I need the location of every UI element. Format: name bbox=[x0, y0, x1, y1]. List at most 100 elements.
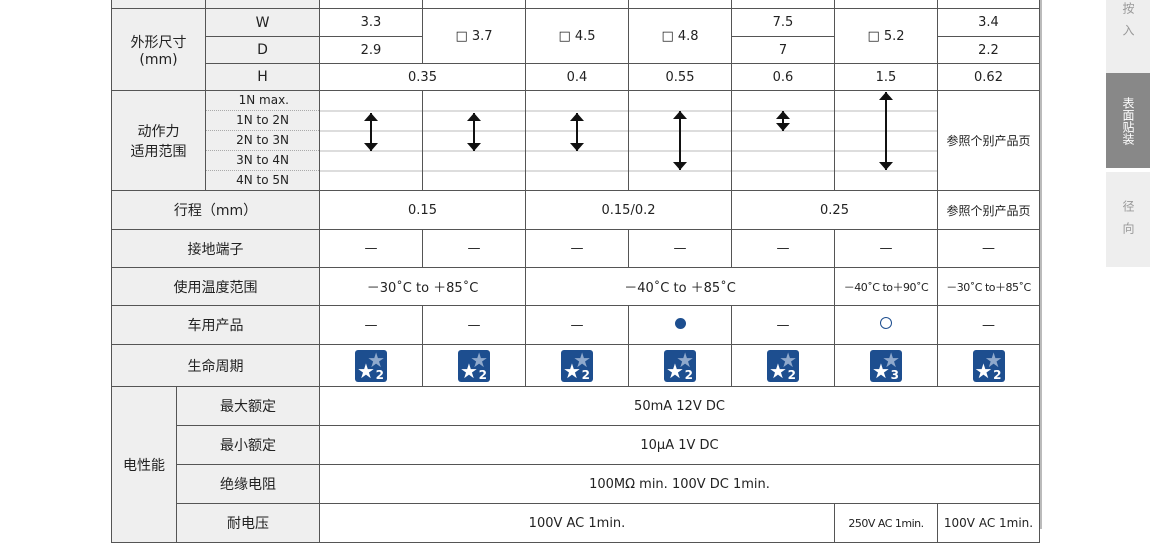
cell: 50mA 12V DC bbox=[319, 386, 1040, 426]
cell: －30˚C to ＋85˚C bbox=[319, 267, 526, 306]
force-level: 1N max. bbox=[206, 92, 319, 111]
cell: — bbox=[422, 229, 526, 268]
force-cell bbox=[525, 90, 629, 191]
table-row: 行程（mm） 0.15 0.15/0.2 0.25 参照个别产品页 bbox=[111, 190, 1040, 230]
cell: －30˚C to＋85˚C bbox=[937, 267, 1040, 306]
cell: 0.55 bbox=[628, 63, 732, 91]
range-arrow-icon bbox=[570, 113, 584, 151]
table-row: 接地端子 — — — — — — — bbox=[111, 229, 1040, 268]
cell: ★ ★ 2 bbox=[319, 344, 423, 387]
size-label: 外形尺寸 (mm) bbox=[111, 8, 206, 91]
filled-circle-icon bbox=[674, 317, 686, 329]
cell: 1.5 bbox=[834, 63, 938, 91]
open-circle-icon bbox=[880, 317, 892, 329]
cell: — bbox=[319, 305, 423, 345]
cell: — bbox=[319, 229, 423, 268]
cell: — bbox=[525, 229, 629, 268]
tab-radial[interactable]: 径向 bbox=[1106, 172, 1150, 267]
lifecycle-star-icon: ★ ★ 2 bbox=[561, 347, 593, 383]
cell: ★ ★ 2 bbox=[937, 344, 1040, 387]
force-level: 1N to 2N bbox=[206, 111, 319, 131]
force-cell bbox=[834, 90, 938, 191]
cell: ★ ★ 2 bbox=[525, 344, 629, 387]
cell bbox=[834, 305, 938, 345]
cell: 参照个别产品页 bbox=[937, 90, 1040, 191]
cell: 250V AC 1min. bbox=[834, 503, 938, 543]
cell: ★ ★ 2 bbox=[422, 344, 526, 387]
force-level: 4N to 5N bbox=[236, 173, 289, 187]
lifecycle-star-icon: ★ ★ 2 bbox=[355, 347, 387, 383]
cell: — bbox=[422, 305, 526, 345]
cell bbox=[628, 305, 732, 345]
force-cell bbox=[628, 90, 732, 191]
stroke-label: 行程（mm） bbox=[111, 190, 320, 230]
tab-label: 径向 bbox=[1121, 200, 1135, 244]
table-row: H 0.35 0.4 0.55 0.6 1.5 0.62 bbox=[112, 63, 1040, 91]
tab-smd[interactable]: 表面贴装 bbox=[1106, 73, 1150, 168]
cell: －40˚C to＋90˚C bbox=[834, 267, 938, 306]
cell: 7.5 bbox=[731, 8, 835, 37]
cell: — bbox=[628, 229, 732, 268]
force-cell bbox=[422, 90, 526, 191]
table-row bbox=[111, 0, 1040, 9]
range-arrow-icon bbox=[364, 113, 378, 151]
table-row: 使用温度范围 －30˚C to ＋85˚C －40˚C to ＋85˚C －40… bbox=[111, 267, 1040, 306]
cell: 100V AC 1min. bbox=[319, 503, 835, 543]
lifecycle-star-icon: ★ ★ 2 bbox=[767, 347, 799, 383]
ground-label: 接地端子 bbox=[111, 229, 320, 268]
cell: ★ ★ 3 bbox=[834, 344, 938, 387]
w-label: W bbox=[205, 8, 320, 37]
cell: 2.9 bbox=[319, 36, 423, 64]
table-row: 最小额定 10μA 1V DC bbox=[112, 425, 1040, 465]
range-arrow-icon bbox=[879, 92, 893, 170]
cell: 0.35 bbox=[319, 63, 526, 91]
d-label: D bbox=[205, 36, 320, 64]
temp-label: 使用温度范围 bbox=[111, 267, 320, 306]
h-label: H bbox=[205, 63, 320, 91]
cell: — bbox=[937, 305, 1040, 345]
divider bbox=[1040, 0, 1042, 529]
force-level: 3N to 4N bbox=[206, 151, 319, 171]
cell: 0.62 bbox=[937, 63, 1040, 91]
life-label: 生命周期 bbox=[111, 344, 320, 387]
lifecycle-star-icon: ★ ★ 2 bbox=[458, 347, 490, 383]
auto-label: 车用产品 bbox=[111, 305, 320, 345]
cell: □ 4.8 bbox=[628, 8, 732, 64]
table-row: 绝缘电阻 100MΩ min. 100V DC 1min. bbox=[112, 464, 1040, 504]
table-row: 车用产品 — — — — — bbox=[111, 305, 1040, 345]
elec-label: 电性能 bbox=[111, 386, 177, 543]
volt-label: 耐电压 bbox=[176, 503, 320, 543]
force-level: 2N to 3N bbox=[206, 131, 319, 151]
min-label: 最小额定 bbox=[176, 425, 320, 465]
table-row: 动作力 适用范围 1N max. 1N to 2N 2N to 3N 3N to… bbox=[111, 90, 1040, 191]
cell: 7 bbox=[731, 36, 835, 64]
range-arrow-icon bbox=[467, 113, 481, 151]
force-levels: 1N max. 1N to 2N 2N to 3N 3N to 4N 4N to… bbox=[205, 90, 320, 191]
ins-label: 绝缘电阻 bbox=[176, 464, 320, 504]
cell: □ 5.2 bbox=[834, 8, 938, 64]
cell: 100V AC 1min. bbox=[937, 503, 1040, 543]
cell: — bbox=[937, 229, 1040, 268]
force-cell bbox=[731, 90, 835, 191]
cell: ★ ★ 2 bbox=[628, 344, 732, 387]
cell: 2.2 bbox=[937, 36, 1040, 64]
force-label: 动作力 适用范围 bbox=[111, 90, 206, 191]
lifecycle-star-icon: ★ ★ 3 bbox=[870, 347, 902, 383]
cell: — bbox=[731, 305, 835, 345]
tab-push[interactable]: 按入 bbox=[1106, 0, 1150, 73]
tab-label: 按入 bbox=[1121, 2, 1135, 46]
spec-table: 外形尺寸 (mm) W 3.3 □ 3.7 □ 4.5 □ 4.8 7.5 □ … bbox=[111, 0, 1040, 543]
cell: ★ ★ 2 bbox=[731, 344, 835, 387]
lifecycle-star-icon: ★ ★ 2 bbox=[664, 347, 696, 383]
table-row: D 2.9 7 2.2 bbox=[112, 36, 1040, 64]
cell: 0.6 bbox=[731, 63, 835, 91]
table-row: 耐电压 100V AC 1min. 250V AC 1min. 100V AC … bbox=[112, 503, 1040, 543]
lifecycle-star-icon: ★ ★ 2 bbox=[972, 347, 1005, 383]
force-cell bbox=[319, 90, 423, 191]
cell: 0.4 bbox=[525, 63, 629, 91]
cell: 10μA 1V DC bbox=[319, 425, 1040, 465]
table-row: 电性能 最大额定 50mA 12V DC bbox=[111, 386, 1040, 543]
cell: — bbox=[731, 229, 835, 268]
table-row: 生命周期 ★ ★ 2 ★ ★ 2 ★ ★ 2 ★ ★ 2 ★ ★ 2 ★ ★ 3 ★ ★ 2 bbox=[111, 344, 1040, 387]
max-label: 最大额定 bbox=[176, 386, 320, 426]
